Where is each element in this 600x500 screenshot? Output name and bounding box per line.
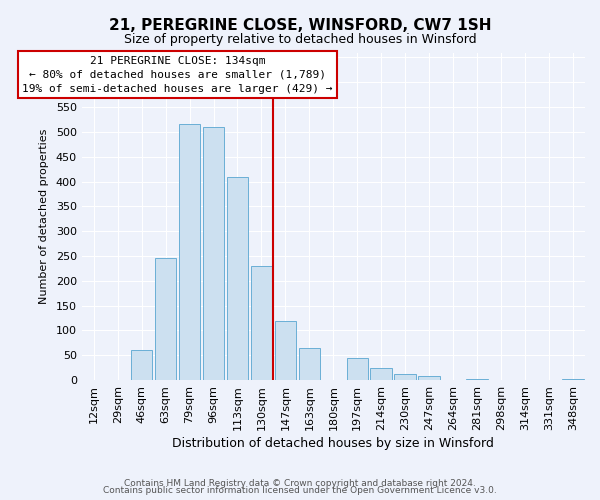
Bar — [227, 176, 248, 380]
Bar — [418, 376, 440, 380]
Bar — [131, 350, 152, 380]
Bar — [179, 124, 200, 380]
Bar — [299, 348, 320, 380]
Bar — [203, 127, 224, 380]
Bar — [155, 258, 176, 380]
Text: Contains public sector information licensed under the Open Government Licence v3: Contains public sector information licen… — [103, 486, 497, 495]
Bar — [370, 368, 392, 380]
Text: Contains HM Land Registry data © Crown copyright and database right 2024.: Contains HM Land Registry data © Crown c… — [124, 478, 476, 488]
Text: 21, PEREGRINE CLOSE, WINSFORD, CW7 1SH: 21, PEREGRINE CLOSE, WINSFORD, CW7 1SH — [109, 18, 491, 32]
Text: 21 PEREGRINE CLOSE: 134sqm
← 80% of detached houses are smaller (1,789)
19% of s: 21 PEREGRINE CLOSE: 134sqm ← 80% of deta… — [22, 56, 333, 94]
Bar — [562, 378, 584, 380]
Bar — [347, 358, 368, 380]
Text: Size of property relative to detached houses in Winsford: Size of property relative to detached ho… — [124, 32, 476, 46]
Y-axis label: Number of detached properties: Number of detached properties — [39, 128, 49, 304]
Bar — [466, 378, 488, 380]
Bar — [251, 266, 272, 380]
X-axis label: Distribution of detached houses by size in Winsford: Distribution of detached houses by size … — [172, 437, 494, 450]
Bar — [394, 374, 416, 380]
Bar — [275, 320, 296, 380]
